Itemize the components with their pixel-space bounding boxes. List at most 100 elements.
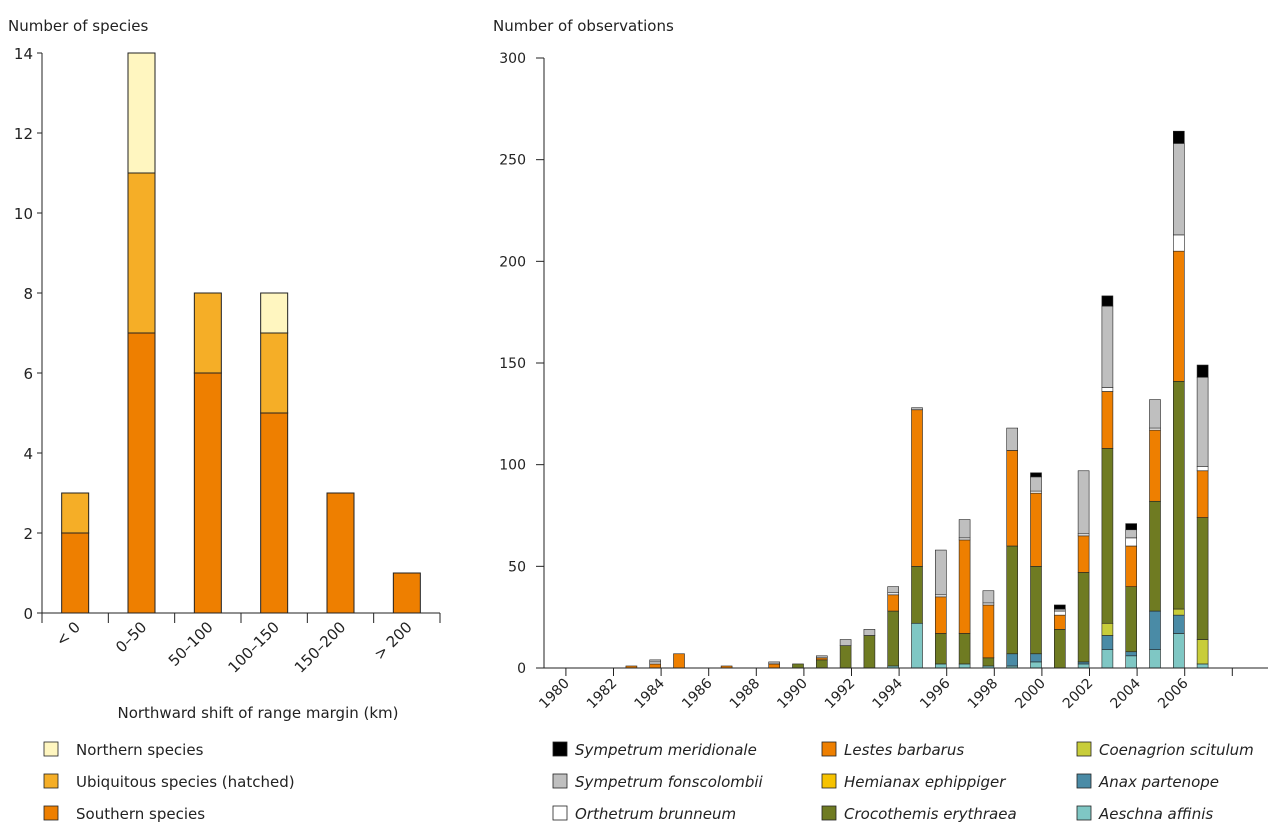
left-x-tick-label: 150–200 bbox=[291, 618, 350, 677]
bar-sympetrum-fonscolombii-1999 bbox=[1006, 427, 1019, 451]
bar-sympetrum-fonscolombii-2005 bbox=[1149, 399, 1161, 429]
left-y-tick-label: 2 bbox=[23, 525, 33, 543]
bar-crocothemis-erythraea-1994 bbox=[887, 610, 900, 667]
bar-sympetrum-fonscolombii-1989 bbox=[768, 661, 781, 665]
left-x-tick-label: < 0 bbox=[52, 618, 84, 650]
bar-lestes-barbarus-1984 bbox=[649, 663, 662, 669]
bar-anax-partenope-2000 bbox=[1030, 653, 1042, 663]
bar-lestes-barbarus-1985 bbox=[673, 653, 685, 669]
left-y-tick-label: 12 bbox=[14, 125, 33, 143]
bar-lestes-barbarus-1999 bbox=[1006, 450, 1019, 547]
right-y-tick-label: 0 bbox=[517, 661, 526, 677]
right-y-tick-label: 150 bbox=[499, 356, 526, 372]
bar-crocothemis-erythraea-1990 bbox=[792, 663, 804, 669]
legend-label-crocothemis-erythraea: Crocothemis erythraea bbox=[844, 805, 1017, 823]
right-x-tick-label: 2000 bbox=[1012, 676, 1049, 713]
right-x-tick-label: 1998 bbox=[965, 676, 1002, 713]
right-x-tick-label: 1984 bbox=[632, 675, 669, 712]
right-x-tick-label: 1996 bbox=[917, 675, 954, 712]
left-x-axis: < 0 0–50 50–100 100–150 150–200 > 200 bbox=[41, 612, 441, 677]
legend-label-ubiquitous-species-hatched: Ubiquitous species (hatched) bbox=[76, 773, 295, 791]
bar-crocothemis-erythraea-1999 bbox=[1006, 545, 1019, 655]
bar-sympetrum-fonscolombii-2003 bbox=[1101, 305, 1114, 388]
legend-label-coenagrion-scitulum: Coenagrion scitulum bbox=[1099, 741, 1254, 759]
right-y-axis-title: Number of observations bbox=[493, 17, 674, 35]
bar-sympetrum-fonscolombii-1995 bbox=[911, 407, 923, 411]
legend-label-anax-partenope: Anax partenope bbox=[1098, 773, 1219, 791]
bar-aeschna-affinis-2000 bbox=[1030, 661, 1042, 669]
bar-anax-partenope-2002 bbox=[1077, 661, 1090, 665]
bar-sympetrum-fonscolombii-1991 bbox=[815, 655, 828, 659]
legend-label-aeschna-affinis: Aeschna affinis bbox=[1098, 805, 1213, 823]
right-y-tick-label: 250 bbox=[499, 153, 526, 169]
legend-label-southern-species: Southern species bbox=[76, 805, 205, 823]
bar-aeschna-affinis-2006 bbox=[1173, 633, 1185, 669]
right-x-axis: 1980 1982 1984 1986 1988 1990 1992 1994 1996 1998… bbox=[536, 667, 1268, 713]
bar-sympetrum-fonscolombii-2001 bbox=[1054, 608, 1066, 612]
species-shift-chart: Number of species 0 2 4 6 8 10 12 14 < 0 0–50 50–… bbox=[8, 17, 441, 823]
bar-orthetrum-brunneum-2004 bbox=[1125, 537, 1137, 547]
bar-anax-partenope-2003 bbox=[1101, 635, 1114, 651]
legend-label-lestes-barbarus: Lestes barbarus bbox=[844, 741, 964, 759]
bar-ubiquitous-species-hatched-0-50 bbox=[127, 172, 156, 334]
bar-lestes-barbarus-1997 bbox=[958, 539, 971, 634]
right-x-tick-label: 1988 bbox=[727, 676, 764, 713]
left-x-tick-label: 0–50 bbox=[112, 618, 150, 656]
legend-swatch-aeschna-affinis bbox=[1076, 805, 1092, 821]
bar-lestes-barbarus-2004 bbox=[1125, 545, 1137, 587]
bar-lestes-barbarus-2007 bbox=[1196, 470, 1209, 518]
left-x-tick-label: 50–100 bbox=[165, 618, 217, 670]
bar-ubiquitous-species-hatched-100-150 bbox=[260, 332, 289, 414]
legend-swatch-lestes-barbarus bbox=[821, 741, 837, 757]
bar-lestes-barbarus-1995 bbox=[911, 409, 923, 567]
left-y-tick-label: 8 bbox=[23, 285, 33, 303]
legend-swatch-northern-species bbox=[43, 741, 59, 757]
bar-lestes-barbarus-2005 bbox=[1149, 429, 1161, 502]
bar-aeschna-affinis-2005 bbox=[1149, 649, 1161, 669]
left-bars bbox=[61, 52, 421, 614]
bar-sympetrum-fonscolombii-1992 bbox=[839, 639, 852, 646]
bar-sympetrum-fonscolombii-2006 bbox=[1173, 143, 1185, 236]
legend-label-sympetrum-meridionale: Sympetrum meridionale bbox=[575, 741, 757, 759]
legend-swatch-orthetrum-brunneum bbox=[552, 805, 568, 821]
bar-crocothemis-erythraea-1992 bbox=[839, 645, 852, 669]
bar-crocothemis-erythraea-2004 bbox=[1125, 586, 1137, 653]
bar-orthetrum-brunneum-2001 bbox=[1054, 610, 1066, 616]
bar-crocothemis-erythraea-2001 bbox=[1054, 629, 1066, 669]
right-y-tick-label: 200 bbox=[499, 254, 526, 270]
right-x-tick-label: 1990 bbox=[774, 676, 811, 713]
bar-ubiquitous-species-hatched-0 bbox=[61, 492, 90, 534]
bar-crocothemis-erythraea-2000 bbox=[1030, 566, 1042, 655]
right-x-tick-label: 1982 bbox=[584, 676, 621, 713]
left-y-tick-label: 0 bbox=[23, 605, 33, 623]
bar-sympetrum-fonscolombii-1994 bbox=[887, 586, 900, 594]
legend-label-orthetrum-brunneum: Orthetrum brunneum bbox=[575, 805, 736, 823]
bar-southern-species-100-150 bbox=[260, 412, 289, 614]
left-legend: Northern species Ubiquitous species (hatc… bbox=[43, 741, 295, 823]
bar-coenagrion-scitulum-2006 bbox=[1173, 608, 1185, 616]
bar-anax-partenope-2004 bbox=[1125, 651, 1137, 657]
right-x-tick-label: 1992 bbox=[822, 676, 859, 713]
bar-ubiquitous-species-hatched-50-100 bbox=[193, 292, 222, 374]
right-x-tick-label: 1994 bbox=[870, 675, 907, 712]
bar-crocothemis-erythraea-2005 bbox=[1149, 500, 1161, 612]
bar-aeschna-affinis-1997 bbox=[958, 663, 971, 669]
bar-orthetrum-brunneum-2006 bbox=[1173, 234, 1185, 252]
bar-sympetrum-fonscolombii-2000 bbox=[1030, 476, 1042, 492]
bar-sympetrum-fonscolombii-2002 bbox=[1077, 470, 1090, 535]
bar-lestes-barbarus-1998 bbox=[982, 604, 995, 659]
bar-crocothemis-erythraea-1998 bbox=[982, 657, 995, 667]
right-legend: Sympetrum meridionale Sympetrum fonscolom… bbox=[552, 741, 1254, 823]
left-x-tick-label: 100–150 bbox=[224, 618, 283, 677]
bar-lestes-barbarus-2003 bbox=[1101, 391, 1114, 449]
bar-crocothemis-erythraea-1991 bbox=[815, 659, 828, 669]
bar-sympetrum-meridionale-2000 bbox=[1030, 472, 1042, 478]
right-y-tick-label: 300 bbox=[499, 51, 526, 67]
left-y-tick-label: 6 bbox=[23, 365, 33, 383]
bar-sympetrum-meridionale-2007 bbox=[1196, 364, 1209, 378]
bar-orthetrum-brunneum-2007 bbox=[1196, 466, 1209, 472]
bar-southern-species-0-50 bbox=[127, 332, 156, 614]
right-y-axis: 0 50 100 150 200 250 300 bbox=[499, 51, 545, 677]
bar-crocothemis-erythraea-2002 bbox=[1077, 572, 1090, 663]
